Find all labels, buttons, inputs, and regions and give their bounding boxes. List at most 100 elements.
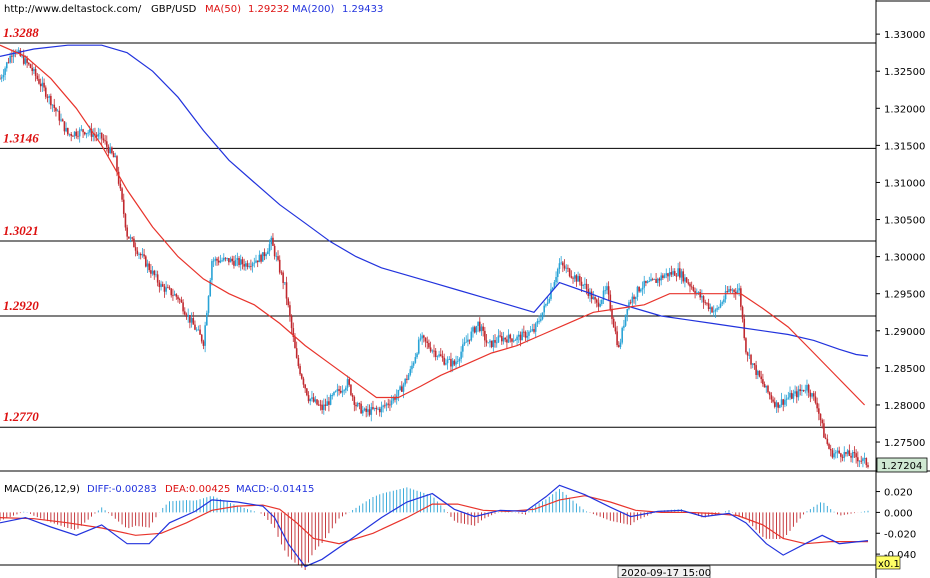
- candle-body: [740, 288, 742, 307]
- candle-body: [829, 448, 832, 451]
- candle-body: [484, 330, 486, 341]
- candle-body: [199, 329, 201, 335]
- candle-body: [685, 277, 688, 283]
- zoom-box[interactable]: [875, 555, 901, 570]
- candle-body: [612, 318, 615, 328]
- macd-tick-label: -0.020: [884, 529, 916, 540]
- candle-body: [204, 325, 206, 346]
- candle-body: [334, 391, 337, 392]
- candle-body: [416, 353, 418, 358]
- candle-body: [158, 282, 161, 288]
- candle-body: [529, 330, 532, 332]
- candle-body: [478, 321, 481, 332]
- candle-body: [150, 270, 152, 274]
- current-price-label: 1.27204: [881, 461, 922, 472]
- candle-body: [253, 262, 256, 264]
- candle-body: [304, 384, 306, 389]
- candle-body: [312, 397, 315, 402]
- candle-body: [323, 404, 325, 410]
- candle-body: [765, 385, 768, 388]
- candle-body: [112, 153, 115, 158]
- candle-body: [709, 307, 712, 309]
- candle-body: [328, 401, 330, 405]
- candle-body: [39, 83, 42, 87]
- candle-body: [689, 283, 691, 287]
- candle-body: [255, 260, 257, 263]
- candle-body: [860, 460, 863, 462]
- candle-body: [551, 287, 554, 290]
- candle-body: [716, 308, 718, 310]
- candle-body: [406, 378, 408, 380]
- candle-body: [450, 358, 452, 367]
- candle-body: [497, 335, 500, 343]
- candle-body: [326, 401, 328, 406]
- candle-body: [404, 378, 406, 385]
- candle-body: [433, 350, 435, 352]
- candle-body: [731, 289, 734, 291]
- candle-body: [467, 339, 469, 342]
- ma50-legend-label: MA(50): [205, 4, 241, 15]
- candle-body: [807, 384, 810, 393]
- candle-body: [214, 258, 217, 261]
- candle-body: [851, 452, 854, 458]
- price-tick-label: 1.29500: [884, 290, 925, 301]
- candle-body: [492, 340, 495, 348]
- candle-body: [368, 409, 371, 415]
- candle-body: [48, 95, 50, 98]
- candle-body: [439, 354, 442, 357]
- candle-body: [412, 362, 415, 366]
- price-tick-label: 1.33000: [884, 30, 925, 41]
- candle-body: [745, 338, 747, 353]
- candle-body: [828, 443, 830, 449]
- candle-body: [17, 50, 20, 52]
- candle-body: [197, 329, 200, 331]
- candle-body: [701, 296, 703, 298]
- candle-body: [329, 395, 332, 405]
- candle-body: [621, 327, 623, 343]
- candle-body: [750, 354, 752, 365]
- candle-body: [58, 110, 61, 121]
- candle-body: [794, 391, 796, 394]
- candle-body: [606, 286, 608, 291]
- price-tick-label: 1.31000: [884, 178, 925, 189]
- candle-body: [475, 325, 478, 333]
- candle-body: [641, 287, 644, 290]
- candle-body: [129, 237, 132, 239]
- candle-body: [840, 453, 842, 457]
- candle-body: [465, 341, 468, 343]
- candle-body: [667, 273, 669, 277]
- zoom-level[interactable]: x0.1: [878, 559, 900, 570]
- candle-body: [111, 147, 113, 154]
- candle-body: [256, 260, 259, 263]
- candle-body: [489, 340, 491, 343]
- candle-body: [261, 252, 264, 262]
- candle-body: [300, 374, 303, 379]
- candle-body: [679, 268, 681, 278]
- candle-body: [222, 257, 225, 261]
- candle-body: [723, 299, 725, 303]
- candle-body: [601, 299, 603, 305]
- candle-body: [697, 292, 700, 293]
- candle-body: [365, 408, 367, 412]
- candle-body: [819, 413, 822, 420]
- candle-body: [714, 309, 717, 312]
- macd-diff-line: [0, 484, 869, 568]
- candle-body: [280, 272, 283, 274]
- candle-body: [470, 331, 473, 341]
- site-url[interactable]: http://www.deltastock.com/: [4, 4, 142, 15]
- candle-body: [867, 465, 869, 467]
- candle-body: [516, 336, 518, 341]
- candle-body: [533, 329, 535, 332]
- candle-body: [11, 55, 13, 57]
- candle-body: [857, 457, 859, 462]
- candle-body: [148, 263, 150, 271]
- candle-body: [668, 272, 671, 277]
- candle-body: [268, 244, 271, 252]
- candle-body: [251, 263, 254, 267]
- candle-body: [726, 291, 729, 292]
- candle-body: [117, 171, 120, 184]
- candle-body: [824, 437, 827, 439]
- symbol-label: GBP/USD: [151, 4, 197, 15]
- candle-body: [624, 314, 627, 326]
- candle-body: [38, 79, 40, 84]
